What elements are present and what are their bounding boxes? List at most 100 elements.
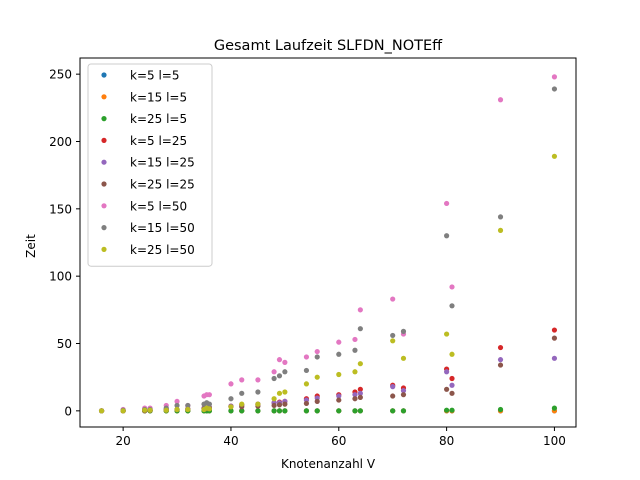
legend-label: k=5 l=25 xyxy=(130,134,187,148)
data-point xyxy=(357,361,363,367)
data-point xyxy=(551,405,558,411)
data-point xyxy=(497,344,504,351)
data-point xyxy=(444,200,450,207)
data-point xyxy=(303,408,310,414)
data-point xyxy=(449,351,455,357)
data-point xyxy=(390,338,396,344)
data-point xyxy=(551,153,558,159)
data-point xyxy=(271,408,277,414)
data-point xyxy=(449,303,455,309)
data-point xyxy=(551,74,558,80)
legend-box xyxy=(87,63,213,267)
data-point xyxy=(357,394,363,400)
data-point xyxy=(303,400,310,407)
data-point xyxy=(352,392,358,398)
y-tick-label: 250 xyxy=(49,68,72,82)
data-point xyxy=(282,408,288,414)
data-point xyxy=(551,86,558,92)
data-point xyxy=(271,396,277,402)
data-point xyxy=(314,408,320,414)
data-point xyxy=(228,408,234,414)
legend-label: k=25 l=25 xyxy=(130,178,195,192)
data-point xyxy=(120,408,126,414)
legend-label: k=5 l=50 xyxy=(130,199,187,213)
data-point xyxy=(142,407,148,413)
x-tick-label: 100 xyxy=(543,434,566,448)
data-point xyxy=(497,362,504,368)
y-tick-label: 50 xyxy=(57,337,72,351)
data-point xyxy=(271,402,277,409)
data-point xyxy=(352,336,358,343)
data-point xyxy=(449,390,455,396)
data-point xyxy=(303,381,310,387)
data-point xyxy=(444,233,450,239)
data-point xyxy=(400,408,407,414)
data-point xyxy=(174,402,180,409)
y-tick-label: 0 xyxy=(64,404,72,418)
data-point xyxy=(352,369,358,375)
data-point xyxy=(357,408,363,414)
legend-marker xyxy=(101,116,107,122)
data-point xyxy=(239,390,245,396)
legend-marker xyxy=(101,159,107,165)
data-point xyxy=(276,357,283,363)
data-point xyxy=(352,408,358,414)
data-point xyxy=(449,375,455,382)
axis-ticks: 20 40 60 80 100 0 50 100 150 200 250 xyxy=(49,68,566,448)
data-point xyxy=(228,396,234,402)
legend-marker xyxy=(101,246,107,252)
x-tick-label: 20 xyxy=(115,434,130,448)
data-points xyxy=(98,74,558,414)
x-tick-label: 80 xyxy=(439,434,454,448)
data-point xyxy=(390,408,396,414)
data-point xyxy=(185,402,191,409)
data-point xyxy=(239,401,245,407)
data-point xyxy=(357,386,363,392)
y-tick-label: 100 xyxy=(49,270,72,284)
data-point xyxy=(303,354,310,360)
data-point xyxy=(228,381,234,387)
data-point xyxy=(400,355,407,361)
data-point xyxy=(444,386,450,392)
data-point xyxy=(390,384,396,390)
data-point xyxy=(352,347,358,353)
data-point xyxy=(206,401,212,407)
data-point xyxy=(497,357,504,363)
legend-marker xyxy=(101,72,107,78)
legend-marker xyxy=(101,181,107,187)
data-point xyxy=(551,335,558,341)
data-point xyxy=(206,406,212,412)
data-point xyxy=(147,407,153,413)
data-point xyxy=(276,408,283,414)
data-point xyxy=(390,296,396,302)
data-point xyxy=(255,401,261,407)
data-point xyxy=(282,389,288,395)
data-point xyxy=(551,355,558,361)
legend-label: k=5 l=5 xyxy=(130,69,179,83)
data-point xyxy=(449,382,455,388)
data-point xyxy=(98,408,105,414)
data-point xyxy=(255,408,261,414)
legend-marker xyxy=(101,137,107,143)
data-point xyxy=(444,369,450,375)
data-point xyxy=(276,402,283,408)
data-point xyxy=(271,375,277,382)
data-point xyxy=(400,392,407,398)
data-point xyxy=(228,404,234,410)
data-point xyxy=(174,398,180,405)
y-axis-label: Zeit xyxy=(24,234,38,258)
chart-title: Gesamt Laufzeit SLFDN_NOTEff xyxy=(214,38,443,54)
data-point xyxy=(271,369,277,375)
data-point xyxy=(357,326,363,332)
legend-marker xyxy=(101,225,107,231)
data-point xyxy=(303,367,310,374)
data-point xyxy=(357,390,363,396)
data-point xyxy=(185,406,191,413)
data-point xyxy=(444,407,450,413)
data-point xyxy=(449,407,455,413)
data-point xyxy=(163,407,169,413)
data-point xyxy=(390,393,396,399)
data-point xyxy=(357,307,363,313)
legend-label: k=15 l=5 xyxy=(130,90,187,104)
